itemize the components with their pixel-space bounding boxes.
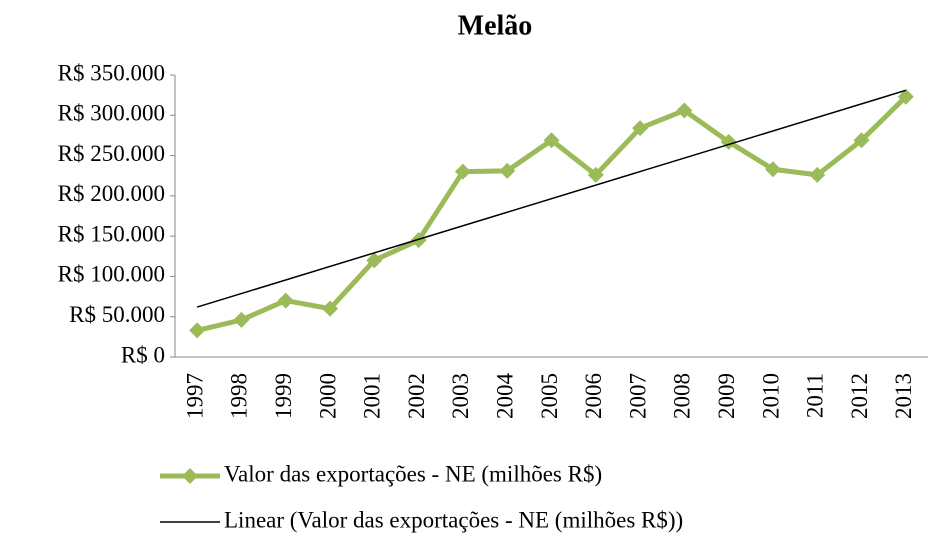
x-tick-label: 2007 <box>625 373 650 419</box>
x-tick-label: 2009 <box>714 373 739 419</box>
data-marker <box>587 166 604 183</box>
data-marker <box>676 102 693 119</box>
legend-label: Linear (Valor das exportações - NE (milh… <box>224 507 683 532</box>
x-tick-label: 2004 <box>492 373 517 420</box>
x-tick-label: 2011 <box>803 373 828 418</box>
data-marker <box>809 166 826 183</box>
y-tick-label: R$ 200.000 <box>58 181 165 206</box>
trendline <box>196 89 907 308</box>
x-tick-label: 2012 <box>847 373 872 419</box>
y-tick-label: R$ 0 <box>121 342 165 367</box>
x-tick-label: 2010 <box>758 373 783 419</box>
y-tick-label: R$ 150.000 <box>58 221 165 246</box>
legend-label: Valor das exportações - NE (milhões R$) <box>224 461 602 486</box>
x-tick-label: 2006 <box>581 373 606 419</box>
x-tick-label: 2002 <box>404 373 429 419</box>
data-marker <box>233 311 250 328</box>
legend-marker <box>182 468 198 484</box>
x-tick-label: 2001 <box>360 373 385 419</box>
data-line <box>196 94 908 333</box>
x-tick-label: 2000 <box>315 373 340 419</box>
chart-title: Melão <box>458 10 533 41</box>
data-marker <box>543 132 560 149</box>
y-tick-label: R$ 300.000 <box>58 101 165 126</box>
data-marker <box>764 161 781 178</box>
y-tick-label: R$ 100.000 <box>58 262 165 287</box>
data-marker <box>322 300 339 317</box>
data-marker <box>499 162 516 179</box>
x-tick-label: 2005 <box>537 373 562 419</box>
x-tick-label: 2013 <box>891 373 916 419</box>
y-tick-label: R$ 250.000 <box>58 141 165 166</box>
x-tick-label: 2008 <box>670 373 695 419</box>
x-tick-label: 1999 <box>271 373 296 419</box>
x-tick-label: 2003 <box>448 373 473 419</box>
data-marker <box>189 322 206 339</box>
data-marker <box>632 120 649 137</box>
y-tick-label: R$ 350.000 <box>58 60 165 85</box>
data-marker <box>410 232 427 249</box>
data-marker <box>897 88 914 105</box>
y-tick-label: R$ 50.000 <box>69 302 165 327</box>
data-marker <box>277 292 294 309</box>
x-tick-label: 1998 <box>227 373 252 419</box>
data-marker <box>366 252 383 269</box>
x-tick-label: 1997 <box>182 373 207 419</box>
data-marker <box>454 163 471 180</box>
data-marker <box>853 132 870 149</box>
